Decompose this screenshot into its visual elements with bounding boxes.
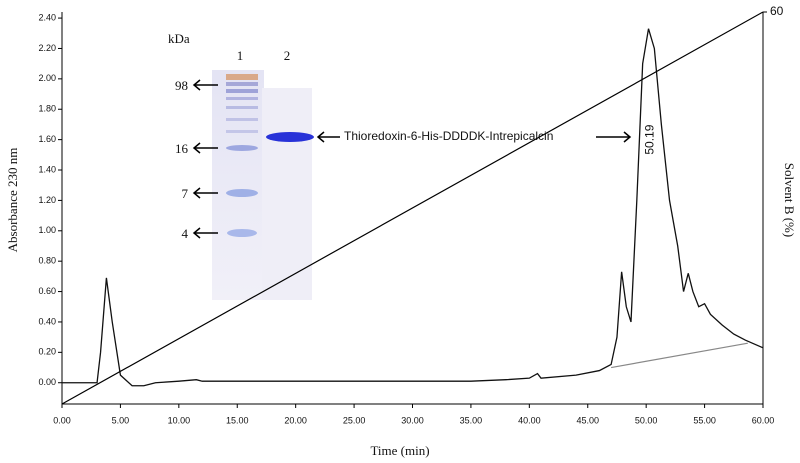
x-tick-label: 60.00 [752,415,775,425]
x-tick-label: 40.00 [518,415,541,425]
lane-label: 2 [284,48,291,63]
band-label: Thioredoxin-6-His-DDDDK-Intrepicalcin [344,129,553,143]
series-line [611,342,748,369]
y-tick-label: 2.20 [38,43,56,53]
y-tick-label: 2.40 [38,12,56,22]
marker-label: 98 [175,78,188,93]
y-tick-label: 1.20 [38,195,56,205]
x-tick-label: 30.00 [401,415,424,425]
x-tick-label: 20.00 [284,415,307,425]
x-tick-label: 45.00 [576,415,599,425]
y-tick-label: 2.00 [38,73,56,83]
y-tick-label: 0.60 [38,286,56,296]
y-tick-label: 1.00 [38,225,56,235]
y2-axis-label: Solvent B (%) [782,163,797,237]
x-tick-label: 0.00 [53,415,71,425]
y-tick-label: 1.80 [38,104,56,114]
marker-label: 16 [175,141,189,156]
series-line [62,28,764,387]
y-tick-label: 0.20 [38,347,56,357]
y-tick-label: 0.80 [38,256,56,266]
x-tick-label: 35.00 [460,415,483,425]
series-line [61,11,764,405]
x-axis-label: Time (min) [370,443,429,458]
inset-unit: kDa [168,31,190,46]
x-tick-label: 5.00 [112,415,130,425]
x-tick-label: 25.00 [343,415,366,425]
x-tick-label: 55.00 [693,415,716,425]
marker-label: 7 [182,186,189,201]
y-tick-label: 0.40 [38,316,56,326]
lane-label: 1 [237,48,244,63]
y-tick-label: 1.60 [38,134,56,144]
y2-tick-label: 60 [770,4,784,18]
gel-inset: kDa 1 2 98 16 7 4 Thioredoxin-6-His-DDDD… [168,31,632,300]
peak-label: 50.19 [643,124,657,154]
x-tick-label: 50.00 [635,415,658,425]
y-tick-label: 1.40 [38,164,56,174]
x-tick-label: 10.00 [168,415,191,425]
y-axis-label: Absorbance 230 nm [5,148,20,253]
x-tick-label: 15.00 [226,415,249,425]
marker-label: 4 [182,226,189,241]
y-tick-label: 0.00 [38,377,56,387]
